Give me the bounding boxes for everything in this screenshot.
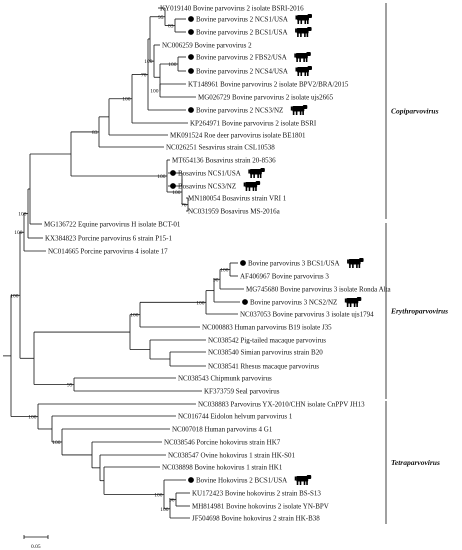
- cow-icon: [290, 105, 308, 115]
- sample-marker: [188, 54, 194, 60]
- taxon-label: NC038547 Ovine hokovirus 1 strain HK-S01: [168, 451, 295, 459]
- taxon-label: JF504698 Bovine hokovirus 2 strain HK-B3…: [192, 514, 320, 522]
- taxon-label: MT654136 Bosavirus strain 20-8536: [172, 156, 276, 164]
- genus-brackets: Copiparvovirus Erythroparvovirus Tetraparv…: [385, 3, 448, 524]
- bootstrap-value: 100: [144, 59, 153, 65]
- taxon-label: MG136722 Equine parvovirus H isolate BCT…: [44, 220, 181, 228]
- taxon-label: KX384823 Porcine parvovirus 6 strain P15…: [45, 234, 172, 242]
- sample-marker: [170, 183, 176, 189]
- taxon-label: NC031959 Bosavirus MS-2016a: [188, 207, 281, 215]
- bootstrap-value: 100: [18, 211, 27, 217]
- bootstrap-value: 100: [122, 97, 131, 103]
- bootstrap-value: 100: [150, 89, 159, 95]
- bootstrap-value: 100: [130, 313, 139, 319]
- cow-icon: [295, 66, 312, 76]
- taxon-label: Bovine parvovirus 3 BCS1/USA: [248, 259, 340, 267]
- taxon-label: Bosavirus NCS1/USA: [178, 169, 241, 177]
- sample-marker: [188, 68, 194, 74]
- genus-label: Copiparvovirus: [391, 107, 439, 116]
- bootstrap-value: 99: [67, 383, 73, 389]
- taxon-label: MG745680 Bovine parvovirus 3 isolate Ron…: [246, 285, 392, 293]
- cow-icon: [344, 297, 362, 307]
- taxon-label: KU172423 Bovine hokovirus 2 strain BS-S1…: [192, 489, 321, 497]
- taxon-label: KT148961 Bovine parvovirus 2 isolate BPV…: [188, 80, 349, 88]
- taxon-labels: KY019140 Bovine parvovirus 2 isolate BSR…: [44, 4, 392, 522]
- taxon-label: KY019140 Bovine parvovirus 2 isolate BSR…: [160, 4, 304, 12]
- taxon-label: NC038883 Parvovirus YX-2010/CHN isolate …: [198, 400, 365, 408]
- taxon-label: NC038546 Porcine hokovirus strain HK7: [164, 438, 281, 446]
- bootstrap-value: 100: [28, 414, 37, 420]
- taxon-label: KP264971 Bovine parvovirus 2 isolate BSR…: [190, 119, 317, 127]
- taxon-label: NC038541 Rhesus macaque parvovirus: [208, 362, 319, 370]
- sample-marker: [188, 107, 194, 113]
- cow-icon: [347, 258, 364, 268]
- bootstrap-value: 95: [158, 15, 164, 21]
- taxon-label: NC038898 Bovine hokovirus 1 strain HK1: [162, 463, 283, 471]
- taxon-label: MN180054 Bosavirus strain VRI 1: [188, 194, 287, 202]
- cow-icon: [294, 52, 311, 62]
- cow-icon: [248, 168, 265, 178]
- bootstrap-value: 100: [52, 440, 61, 446]
- taxon-label: NC014665 Porcine parvovirus 4 isolate 17: [48, 247, 168, 255]
- taxon-label: Bovine parvovirus 2 NCS1/USA: [196, 15, 288, 23]
- taxon-label: Bovine parvovirus 2 NCS3/NZ: [196, 106, 283, 114]
- taxon-label: Bovine parvovirus 2 FBS2/USA: [196, 53, 287, 61]
- bootstrap-value: 70: [141, 72, 147, 78]
- taxon-label: NC016744 Eidolon helvum parvovirus 1: [178, 412, 293, 420]
- cow-icon: [295, 14, 312, 24]
- bootstrap-value: 96: [169, 498, 175, 504]
- taxon-label: NC026251 Sesavirus strain CSL10538: [166, 143, 275, 151]
- bootstrap-value: 100: [10, 293, 19, 299]
- sample-marker: [188, 16, 194, 22]
- bootstrap-value: 100: [220, 268, 229, 274]
- taxon-label: MG026729 Bovine parvovirus 2 isolate ujs…: [198, 93, 334, 101]
- taxon-label: NC038540 Simian parvovirus strain B20: [208, 348, 323, 356]
- taxon-label: KF373759 Seal parvovirus: [204, 387, 280, 395]
- bootstrap-value: 100: [157, 174, 166, 180]
- taxon-label: NC038543 Chipmunk parvovirus: [178, 374, 272, 382]
- sample-marker: [188, 29, 194, 35]
- bootstrap-value: 100: [168, 62, 177, 68]
- taxon-label: NC000883 Human parvovirus B19 isolate J3…: [202, 323, 332, 331]
- bootstrap-value: 100: [160, 507, 169, 513]
- bootstrap-value: 100: [196, 300, 205, 306]
- taxon-label: AF406967 Bovine parvovirus 3: [240, 272, 329, 280]
- taxon-label: NC037053 Bovine parvovirus 3 isolate ujs…: [240, 310, 374, 318]
- bootstrap-value: 100: [14, 230, 23, 236]
- sample-marker: [240, 260, 246, 266]
- genus-label: Erythroparvovirus: [390, 307, 448, 316]
- taxon-label: NC007018 Human parvovirus 4 G1: [172, 425, 273, 433]
- bootstrap-value: 100: [172, 190, 181, 196]
- taxon-label: Bovine parvovirus 3 NCS2/NZ: [250, 298, 337, 306]
- taxon-label: Bovine parvovirus 2 BCS1/USA: [196, 28, 288, 36]
- taxon-label: MH814981 Bovine hokovirus 2 isolate YN-B…: [192, 502, 329, 510]
- genus-label: Tetraparvovirus: [391, 458, 440, 467]
- taxon-label: Bovine parvovirus 2 NCS4/USA: [196, 67, 288, 75]
- sample-marker: [242, 299, 248, 305]
- bootstrap-value: 83: [168, 24, 174, 30]
- scale-bar: 0.05: [23, 535, 49, 550]
- bootstrap-value: 90: [213, 277, 219, 283]
- scale-bar-label: 0.05: [31, 544, 41, 550]
- support-values: 95 83 100 100 100 70 100 83 100 100 76 100 100 100 100…: [10, 15, 229, 513]
- tree-branches: [3, 7, 244, 519]
- taxon-label: MK091524 Roe deer parvovirus isolate BE1…: [170, 131, 306, 139]
- bootstrap-value: 76: [181, 203, 187, 209]
- taxon-label: Bovine Hokovirus 2 BCS1/USA: [196, 476, 287, 484]
- cow-icon: [295, 27, 312, 37]
- taxon-label: NC006259 Bovine parvovirus 2: [162, 41, 252, 49]
- bootstrap-value: 100: [154, 492, 163, 498]
- taxon-label: Bosavirus NCS3/NZ: [178, 182, 236, 190]
- sample-marker: [170, 170, 176, 176]
- bootstrap-value: 83: [92, 130, 98, 136]
- cow-icon: [294, 475, 312, 485]
- sample-marker: [188, 477, 194, 483]
- taxon-label: NC038542 Pig-tailed macaque parvovirus: [208, 336, 326, 344]
- cow-icon: [243, 181, 261, 191]
